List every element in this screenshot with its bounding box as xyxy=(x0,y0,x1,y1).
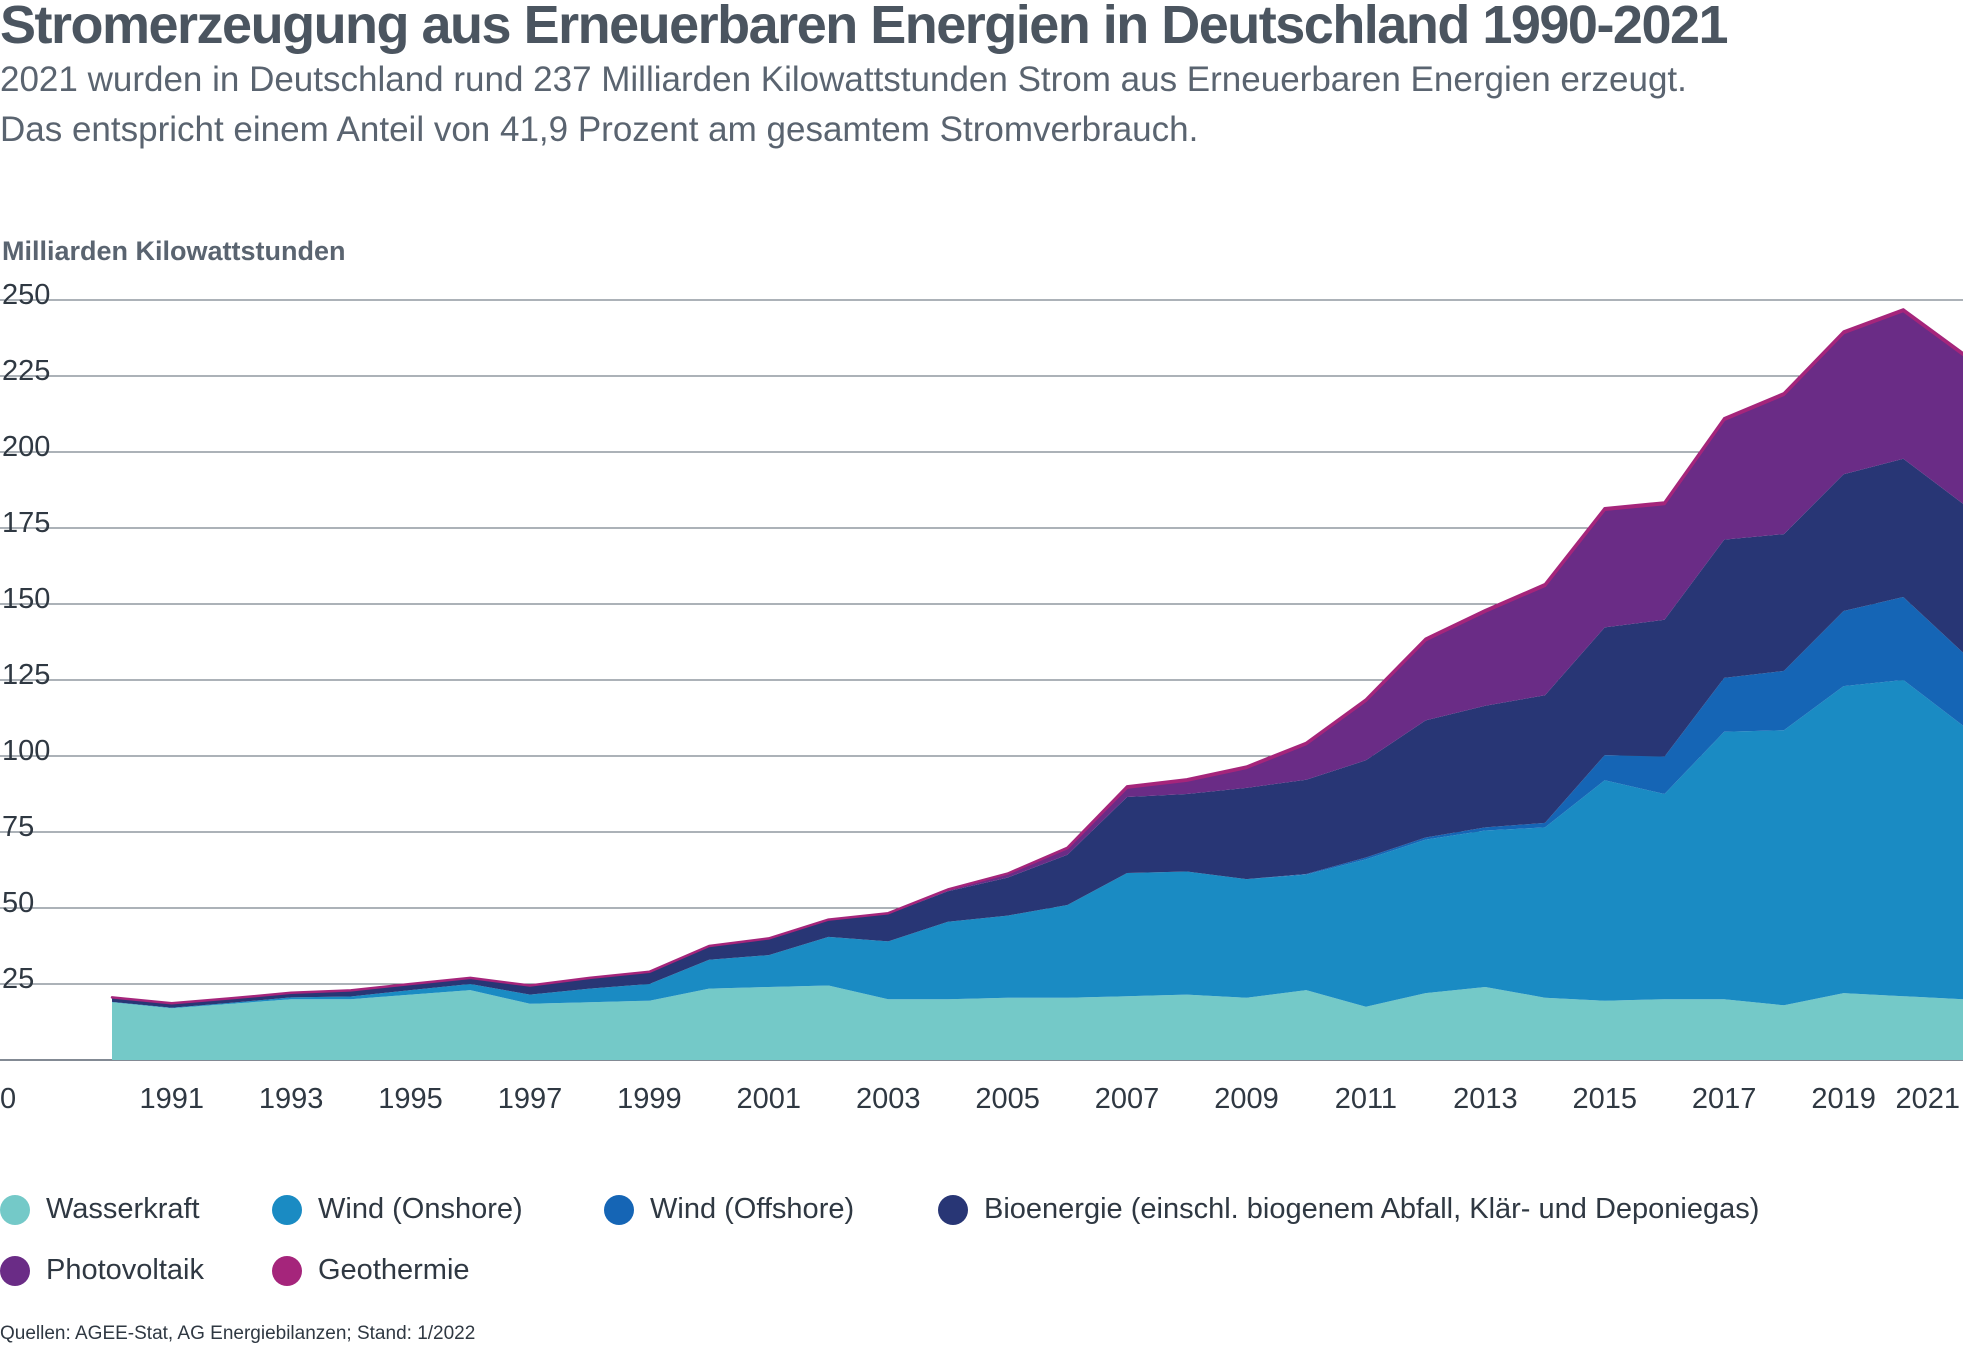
legend-item: Wind (Onshore) xyxy=(272,1193,523,1226)
legend-label: Geothermie xyxy=(318,1254,470,1286)
x-tick-label: 2011 xyxy=(1335,1083,1397,1115)
y-tick-label: 175 xyxy=(2,507,50,539)
x-tick-label: 1993 xyxy=(259,1083,324,1115)
y-tick-label: 75 xyxy=(2,811,34,843)
legend-swatch xyxy=(272,1255,302,1286)
legend-label: Wasserkraft xyxy=(46,1193,200,1225)
stacked-areas xyxy=(110,308,1963,1060)
x-tick-label: 2013 xyxy=(1453,1083,1518,1115)
y-tick-label: 200 xyxy=(2,431,50,463)
y-tick-label: 250 xyxy=(2,279,50,311)
legend-item: Wind (Offshore) xyxy=(604,1193,854,1226)
y-axis-ticks: 0 25 50 75 100 125 150 175 200 225 250 xyxy=(0,279,50,1115)
x-tick-label: 2007 xyxy=(1095,1083,1160,1115)
x-tick-label: 1997 xyxy=(498,1083,563,1115)
x-tick-label: 2001 xyxy=(737,1083,802,1115)
legend-item: Wasserkraft xyxy=(0,1193,200,1226)
y-tick-label: 150 xyxy=(2,583,50,615)
legend-item: Geothermie xyxy=(272,1254,470,1287)
legend-label: Photovoltaik xyxy=(46,1254,204,1286)
y-tick-label: 0 xyxy=(0,1083,16,1115)
source-note: Quellen: AGEE-Stat, AG Energiebilanzen; … xyxy=(0,1323,476,1344)
legend-swatch xyxy=(604,1194,634,1225)
x-axis-ticks: 1991 1993 1995 1997 1999 2001 2003 2005 2007 2009… xyxy=(139,1083,1960,1115)
x-tick-label: 1991 xyxy=(139,1083,204,1115)
legend-swatch xyxy=(0,1194,30,1225)
legend-swatch xyxy=(272,1194,302,1225)
y-tick-label: 100 xyxy=(2,735,50,767)
legend-label: Bioenergie (einschl. biogenem Abfall, Kl… xyxy=(984,1193,1760,1225)
x-tick-label: 2005 xyxy=(975,1083,1040,1115)
chart-subtitle-line-1: 2021 wurden in Deutschland rund 237 Mill… xyxy=(0,60,1687,99)
x-tick-label: 1999 xyxy=(617,1083,682,1115)
y-tick-label: 25 xyxy=(2,963,34,995)
x-tick-label: 2019 xyxy=(1811,1083,1876,1115)
x-tick-label: 2009 xyxy=(1214,1083,1279,1115)
chart-title: Stromerzeugung aus Erneuerbaren Energien… xyxy=(0,0,1729,55)
y-tick-label: 50 xyxy=(2,887,34,919)
legend-swatch xyxy=(938,1194,968,1225)
y-axis-label: Milliarden Kilowattstunden xyxy=(2,236,346,266)
area-series-6 xyxy=(110,308,1963,1005)
legend-label: Wind (Offshore) xyxy=(650,1193,855,1225)
legend-label: Wind (Onshore) xyxy=(318,1193,523,1225)
area-series-4 xyxy=(112,458,1963,1008)
legend-item: Bioenergie (einschl. biogenem Abfall, Kl… xyxy=(938,1193,1759,1226)
area-series-5 xyxy=(112,310,1963,1004)
y-tick-label: 225 xyxy=(2,355,50,387)
area-series-1 xyxy=(112,985,1963,1060)
x-tick-label: 1995 xyxy=(378,1083,443,1115)
y-tick-label: 125 xyxy=(2,659,50,691)
x-tick-label: 2003 xyxy=(856,1083,921,1115)
x-tick-label: 2017 xyxy=(1692,1083,1757,1115)
chart-subtitle-line-2: Das entspricht einem Anteil von 41,9 Pro… xyxy=(0,110,1199,149)
legend-swatch xyxy=(0,1255,30,1286)
x-tick-label: 2015 xyxy=(1572,1083,1637,1115)
area-series-2 xyxy=(112,680,1963,1009)
legend-item: Photovoltaik xyxy=(0,1254,204,1287)
x-tick-label: 2021 xyxy=(1895,1083,1960,1115)
